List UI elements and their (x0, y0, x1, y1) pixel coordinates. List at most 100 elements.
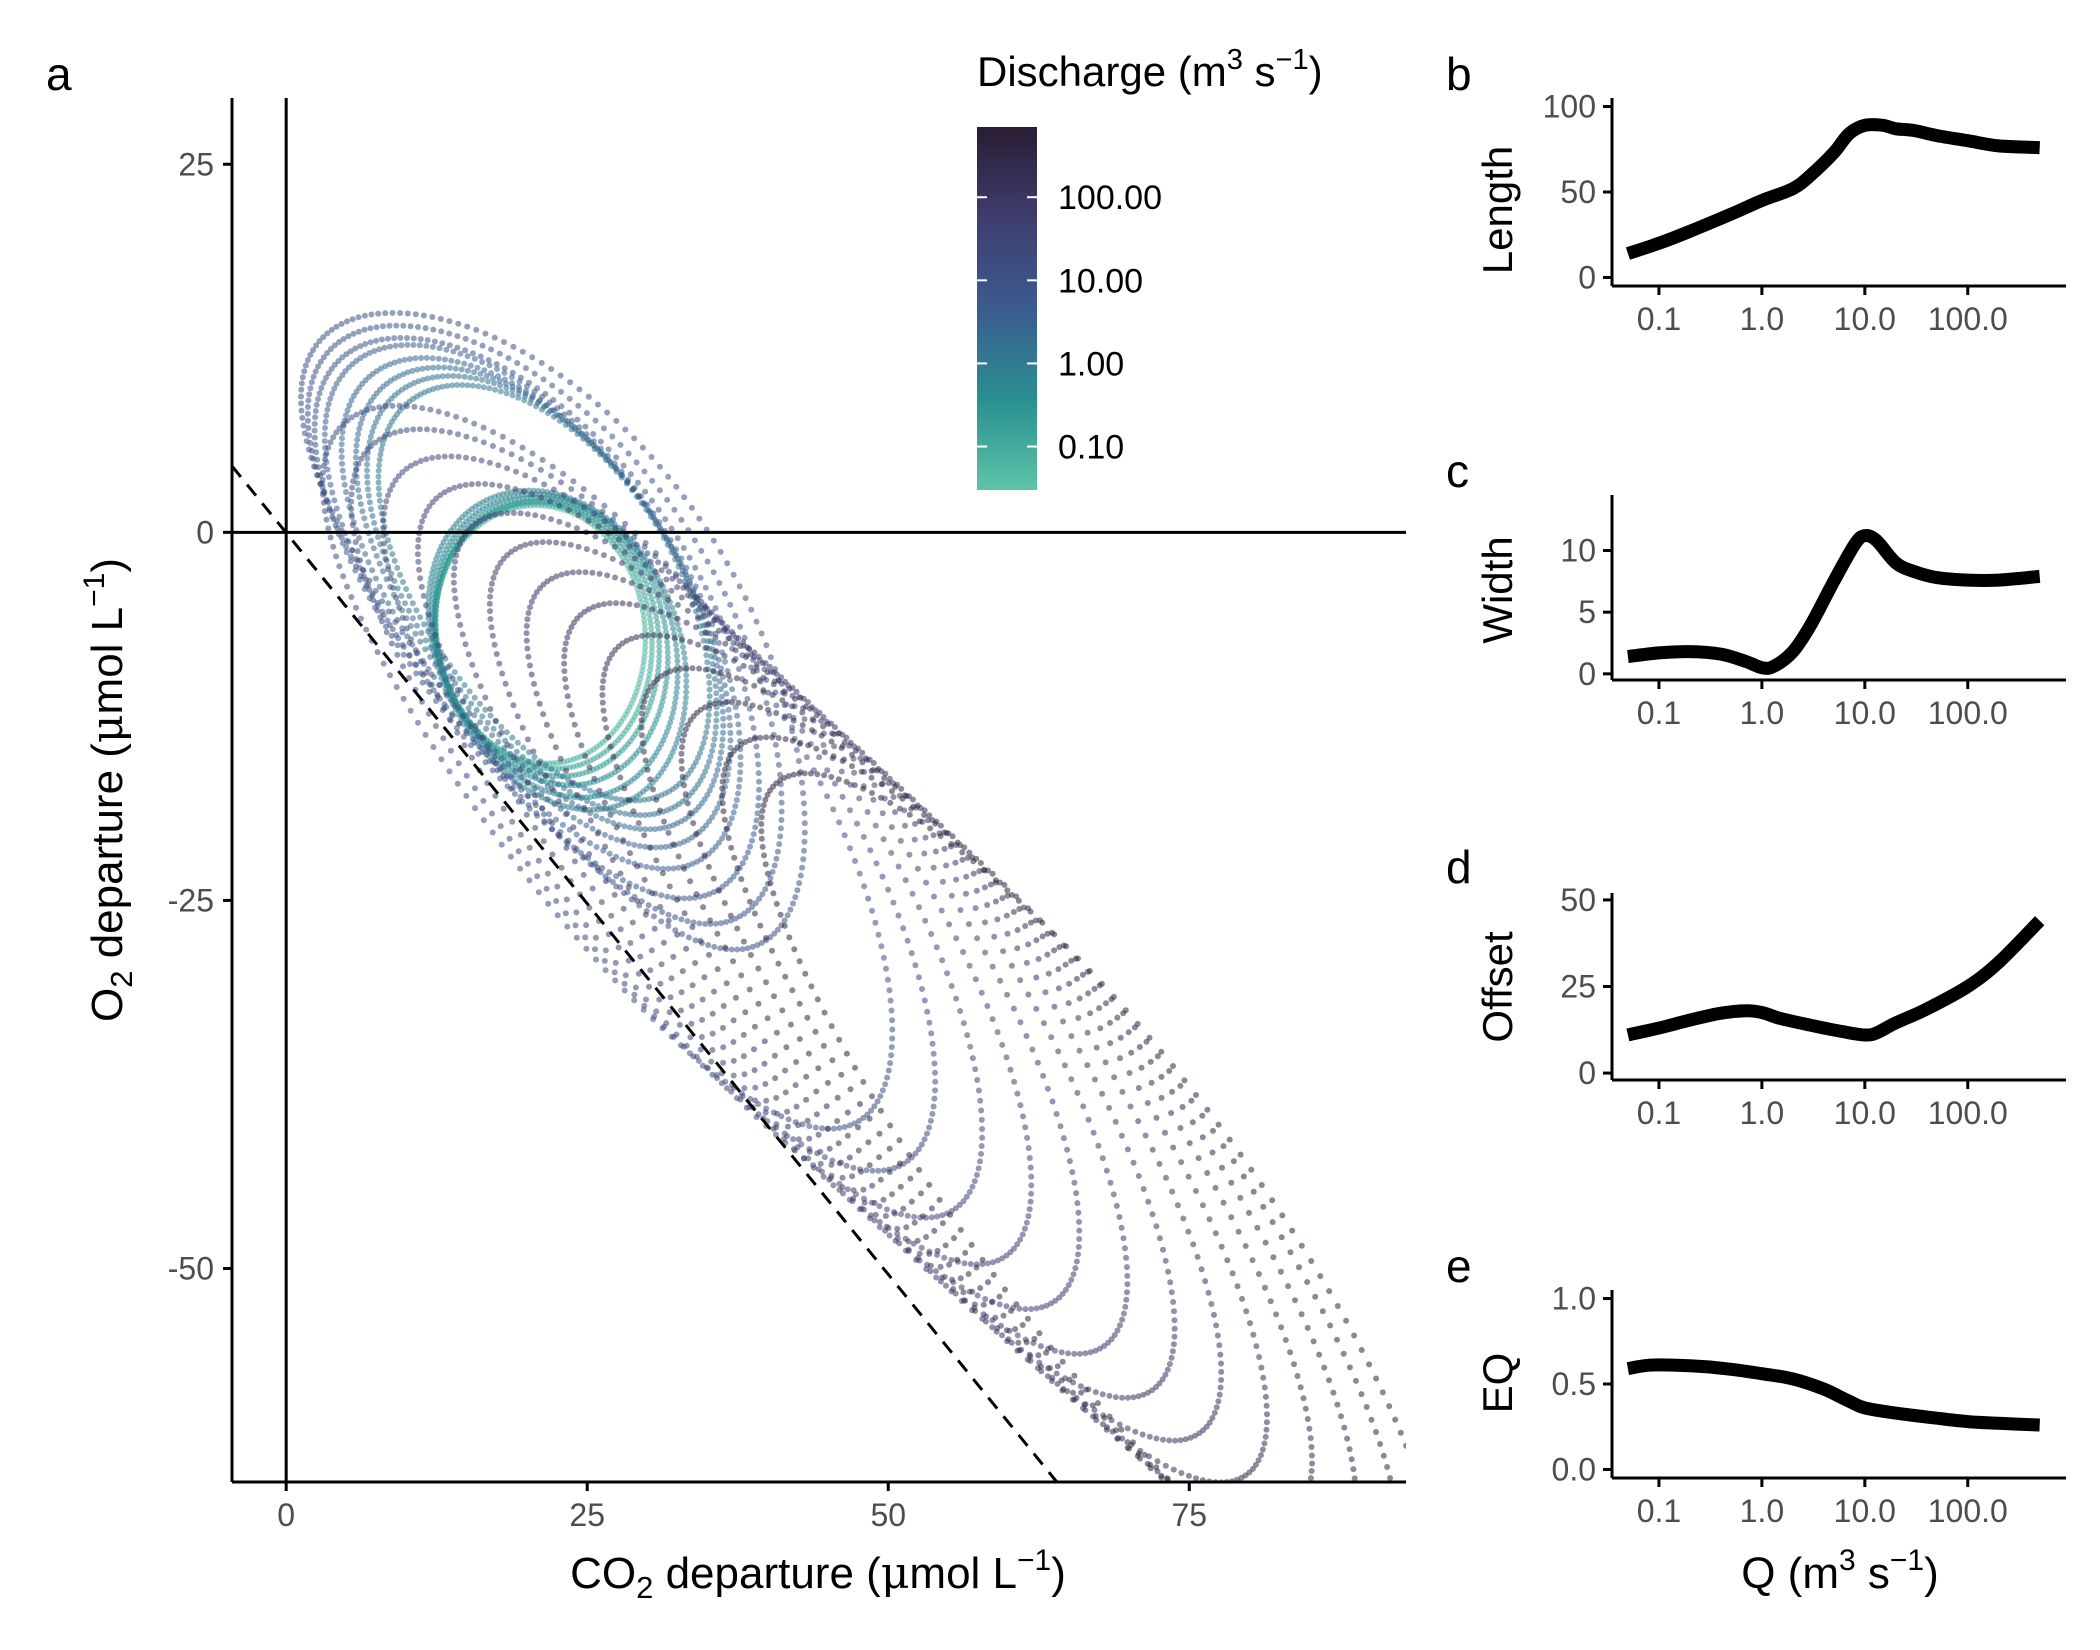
scatter-point (567, 541, 574, 548)
scatter-point (364, 455, 371, 462)
scatter-point (1306, 1425, 1313, 1432)
scatter-point (644, 766, 651, 773)
scatter-point (1215, 1121, 1222, 1128)
scatter-point (1136, 1044, 1143, 1050)
x-tick-label: 10.0 (1834, 1095, 1896, 1131)
scatter-point (542, 762, 549, 769)
scatter-point (395, 473, 402, 480)
scatter-point (592, 946, 598, 953)
scatter-point (678, 594, 685, 601)
scatter-point (665, 724, 672, 730)
scatter-point (655, 506, 662, 513)
scatter-point (869, 1093, 875, 1100)
scatter-point (931, 893, 937, 900)
scatter-point (370, 423, 377, 430)
scatter-point (789, 737, 796, 744)
scatter-point (742, 678, 749, 685)
scatter-point (1158, 1048, 1165, 1055)
scatter-point (1188, 1097, 1195, 1104)
scatter-point (455, 760, 462, 767)
scatter-point (1340, 1350, 1347, 1357)
scatter-point (679, 968, 686, 975)
scatter-point (778, 808, 785, 815)
scatter-point (663, 1020, 670, 1027)
scatter-point (322, 418, 329, 425)
x-tick-label: 10.0 (1834, 695, 1896, 731)
scatter-point (1103, 1000, 1109, 1007)
scatter-point (617, 809, 623, 816)
scatter-point (1236, 1533, 1242, 1539)
scatter-point (1230, 1158, 1237, 1165)
scatter-point (1004, 887, 1011, 894)
scatter-point (1036, 1330, 1043, 1337)
scatter-point (540, 376, 547, 383)
scatter-point (1387, 1475, 1394, 1481)
scatter-point (1270, 1254, 1277, 1261)
scatter-point (974, 1292, 981, 1299)
scatter-point (641, 468, 648, 475)
scatter-point (324, 466, 331, 473)
scatter-point (782, 1067, 789, 1074)
scatter-point (555, 798, 562, 805)
scatter-point (553, 816, 559, 823)
scatter-point (1308, 1258, 1315, 1264)
scatter-point (454, 359, 461, 365)
scatter-point (474, 364, 481, 371)
scatter-point (494, 767, 501, 774)
scatter-point (815, 1065, 822, 1072)
scatter-point (599, 508, 606, 515)
scatter-point (721, 816, 728, 823)
scatter-point (301, 430, 308, 437)
scatter-point (591, 510, 598, 517)
scatter-point (739, 860, 746, 867)
scatter-point (1379, 1389, 1386, 1396)
scatter-point (648, 658, 655, 665)
scatter-point (492, 569, 499, 576)
scatter-point (1377, 1441, 1384, 1447)
scatter-point (520, 488, 527, 495)
scatter-point (470, 455, 477, 462)
scatter-point (1082, 1350, 1089, 1357)
scatter-point (327, 534, 334, 541)
scatter-point (1141, 1451, 1148, 1458)
scatter-point (587, 810, 594, 817)
scatter-point (926, 1019, 933, 1026)
scatter-point (678, 765, 685, 772)
scatter-point (564, 634, 571, 641)
scatter-point (820, 742, 827, 748)
scatter-point (657, 825, 663, 832)
scatter-point (330, 543, 337, 550)
scatter-point (1393, 1567, 1399, 1573)
scatter-point (540, 514, 546, 520)
scatter-point (560, 540, 567, 547)
scatter-point (1308, 1452, 1315, 1459)
scatter-point (336, 563, 343, 570)
scatter-point (761, 1060, 768, 1067)
scatter-point (731, 657, 737, 664)
scatter-point (366, 350, 373, 356)
scatter-point (739, 946, 746, 953)
scatter-point (1436, 1562, 1442, 1568)
scatter-point (1026, 1155, 1033, 1161)
scatter-point (604, 409, 611, 416)
scatter-point (642, 562, 649, 569)
scatter-point (515, 384, 522, 390)
scatter-point (1072, 1265, 1079, 1272)
scatter-point (795, 758, 802, 764)
scatter-point (641, 1002, 648, 1009)
scatter-point (920, 1213, 926, 1220)
scatter-point (804, 1014, 811, 1021)
scatter-point (946, 1261, 953, 1268)
scatter-point (878, 943, 885, 950)
scatter-point (839, 793, 846, 800)
scatter-point (1021, 1225, 1028, 1232)
scatter-point (1012, 1326, 1019, 1333)
scatter-point (438, 675, 445, 682)
scatter-point (323, 412, 330, 419)
scatter-point (671, 610, 678, 617)
scatter-point (706, 891, 713, 897)
scatter-point (926, 1181, 933, 1188)
scatter-point (991, 933, 998, 940)
scatter-point (687, 1034, 694, 1041)
scatter-point (830, 731, 837, 738)
